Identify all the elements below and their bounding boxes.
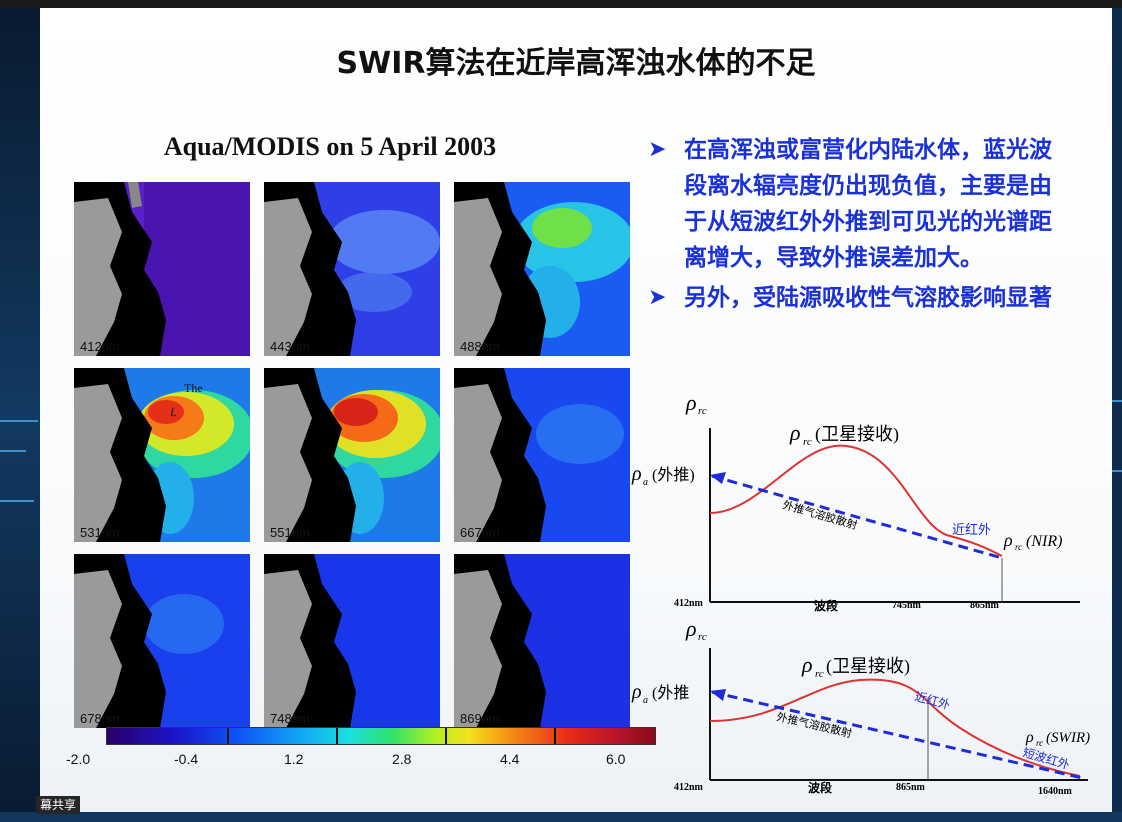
panel-label: 551nm (270, 525, 310, 540)
graph-y-axis-sub: rc (698, 631, 707, 643)
background-bottom (0, 812, 1122, 822)
panel-label: 443nm (270, 339, 310, 354)
graph-nir-label: 近红外 (952, 522, 991, 537)
graph-swir-label: 短波红外 (1021, 744, 1071, 772)
map-panel-667: 667nm (454, 368, 630, 542)
graph-y-axis-sub: rc (698, 405, 707, 417)
bullet-arrow-icon: ➤ (648, 285, 667, 310)
bullet-list: ➤ 在高浑浊或富营化内陆水体，蓝光波段离水辐亮度仍出现负值，主要是由于从短波红外… (640, 132, 1070, 320)
graph-end-rho: ρ (1003, 530, 1013, 550)
graph-x-tick: 412nm (674, 598, 704, 609)
top-bar (0, 0, 1122, 8)
screen-share-badge[interactable]: 幕共享 (36, 796, 80, 814)
graph-aerosol-label: 外推气溶胶散射 (775, 709, 853, 740)
map-panel-551: 551nm (264, 368, 440, 542)
graph-left-label: (外推) (652, 466, 695, 484)
slide-title: SWIR算法在近岸高浑浊水体的不足 (336, 46, 816, 81)
colorbar-label: 1.2 (284, 751, 304, 767)
graph-peak-sub: rc (803, 436, 812, 448)
panel-label: 869nm (460, 711, 500, 726)
graph-x-tick: 745nm (892, 600, 922, 611)
graph-left-rho: ρ (631, 681, 642, 703)
panel-label: 412nm (80, 339, 120, 354)
graph-y-axis-label: ρ (685, 390, 697, 415)
map-panel-412: 412nm (74, 182, 250, 356)
graph-end-sub: rc (1036, 738, 1043, 748)
circuit-line (1112, 400, 1122, 402)
map-panel-488: 488nm (454, 182, 630, 356)
background-right (1112, 8, 1122, 822)
map-panel-531: The L 531nm (74, 368, 250, 542)
graph-nir-label: 近红外 (913, 688, 952, 712)
graph-x-tick: 波段 (808, 780, 833, 795)
circuit-line (0, 450, 26, 452)
graph-left-rho: ρ (631, 463, 642, 485)
circuit-line (0, 500, 34, 502)
background-left (0, 8, 40, 822)
slide: SWIR算法在近岸高浑浊水体的不足 Aqua/MODIS on 5 April … (40, 8, 1112, 812)
extrapolation-line (711, 690, 1083, 780)
colorbar-label: 6.0 (606, 751, 626, 767)
extrapolation-arrow-icon (710, 689, 726, 701)
graph-x-tick: 865nm (896, 782, 926, 793)
graph-x-tick: 1640nm (1038, 786, 1073, 797)
colorbar-label: -0.4 (174, 751, 199, 767)
satellite-curve (709, 678, 1081, 777)
graph-x-tick: 865nm (970, 600, 1000, 611)
bullet-text: 另外，受陆源吸收性气溶胶影响显著 (684, 285, 1052, 311)
graph-aerosol-label: 外推气溶胶散射 (781, 497, 859, 532)
satellite-curve (709, 444, 1003, 557)
circuit-line (0, 420, 38, 422)
graph-peak-rho: ρ (789, 420, 801, 445)
graph-x-tick: 412nm (674, 782, 704, 793)
map-title: Aqua/MODIS on 5 April 2003 (163, 132, 497, 161)
graph-x-tick: 波段 (814, 598, 839, 613)
graph-end-sub: rc (1015, 542, 1022, 552)
colorbar-tick (445, 728, 447, 744)
graph-left-label: (外推 (652, 684, 689, 702)
extrapolation-arrow-icon (710, 472, 726, 484)
panel-label: 748nm (270, 711, 310, 726)
colorbar-tick (227, 728, 229, 744)
bullet-text: 在高浑浊或富营化内陆水体，蓝光波段离水辐亮度仍出现负值，主要是由于从短波红外外推… (684, 137, 1052, 271)
graph-left-sub: a (643, 695, 648, 706)
map-panel-443: 443nm (264, 182, 440, 356)
graph-peak-rho: ρ (801, 652, 813, 677)
graph-peak-sub: rc (815, 668, 824, 680)
bullet-item: ➤ 在高浑浊或富营化内陆水体，蓝光波段离水辐亮度仍出现负值，主要是由于从短波红外… (640, 132, 1070, 276)
panel-label: 488nm (460, 339, 500, 354)
panel-annotation-l: L (169, 405, 177, 419)
graph-end-rho: ρ (1025, 729, 1034, 746)
circuit-line (1112, 470, 1122, 472)
panel-label: 667nm (460, 525, 500, 540)
bullet-arrow-icon: ➤ (648, 137, 667, 162)
graph-peak-label: (卫星接收) (815, 424, 899, 445)
graph-peak-label: (卫星接收) (826, 656, 910, 677)
graph-left-sub: a (643, 477, 648, 488)
extrapolation-line (711, 474, 1003, 560)
colorbar-label: -2.0 (66, 751, 91, 767)
graph-end-label: (SWIR) (1046, 730, 1090, 746)
graph-y-axis-label: ρ (685, 616, 697, 641)
graph-end-label: (NIR) (1026, 533, 1062, 550)
map-panel-869: 869nm (454, 554, 630, 728)
panel-label: 531nm (80, 525, 120, 540)
colorbar (106, 727, 656, 745)
colorbar-label: 2.8 (392, 751, 412, 767)
colorbar-label: 4.4 (500, 751, 520, 767)
panel-annotation-the: The (184, 381, 203, 395)
bullet-item: ➤ 另外，受陆源吸收性气溶胶影响显著 (640, 280, 1070, 316)
map-panel-678: 678nm (74, 554, 250, 728)
panel-label: 678nm (80, 711, 120, 726)
colorbar-tick (554, 728, 556, 744)
colorbar-tick (336, 728, 338, 744)
map-panel-748: 748nm (264, 554, 440, 728)
